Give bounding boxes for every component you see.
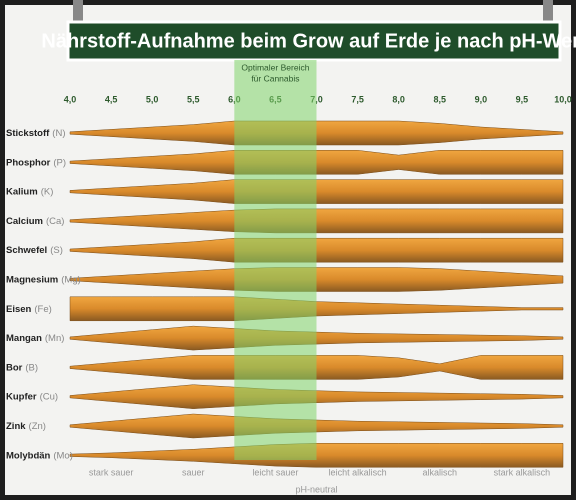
- nutrient-label: Stickstoff (N): [6, 128, 66, 139]
- nutrient-name: Calcium: [6, 215, 43, 226]
- zone-label: leicht alkalisch: [329, 467, 387, 477]
- x-tick-label: 4,5: [105, 94, 118, 104]
- nutrient-name: Eisen: [6, 303, 32, 314]
- nutrient-name: Molybdän: [6, 450, 51, 461]
- neutral-label: pH-neutral: [295, 484, 337, 494]
- x-tick-label: 5,0: [146, 94, 159, 104]
- nutrient-label: Kalium (K): [6, 186, 53, 197]
- nutrient-name: Kalium: [6, 186, 38, 197]
- x-tick-label: 8,0: [392, 94, 405, 104]
- zone-label: stark alkalisch: [494, 467, 551, 477]
- nutrient-symbol: (Zn): [29, 421, 46, 432]
- nutrient-name: Stickstoff: [6, 128, 50, 139]
- chart-title: Nährstoff-Aufnahme beim Grow auf Erde je…: [41, 30, 576, 52]
- nutrient-label: Bor (B): [6, 362, 38, 373]
- x-tick-label: 9,5: [516, 94, 529, 104]
- zone-label: alkalisch: [422, 467, 457, 477]
- nutrient-symbol: (B): [25, 362, 38, 373]
- nutrient-label: Magnesium (Mg): [6, 274, 81, 285]
- nutrient-name: Magnesium: [6, 274, 58, 285]
- nutrient-name: Mangan: [6, 333, 42, 344]
- nutrient-name: Kupfer: [6, 391, 37, 402]
- nutrient-symbol: (P): [53, 157, 66, 168]
- nutrient-symbol: (S): [50, 245, 63, 256]
- zone-label: leicht sauer: [252, 467, 298, 477]
- x-tick-label: 7,5: [351, 94, 364, 104]
- nutrient-label: Kupfer (Cu): [6, 391, 58, 402]
- nutrient-label: Molybdän (Mo): [6, 450, 73, 461]
- nutrient-label: Zink (Zn): [6, 421, 46, 432]
- zone-label: stark sauer: [89, 467, 134, 477]
- hook: [73, 0, 83, 26]
- nutrient-symbol: (Mn): [45, 333, 65, 344]
- nutrient-symbol: (Fe): [34, 303, 51, 314]
- nutrient-label: Schwefel (S): [6, 245, 63, 256]
- optimal-label: Optimaler Bereich: [241, 62, 309, 72]
- x-tick-label: 9,0: [475, 94, 488, 104]
- nutrient-label: Mangan (Mn): [6, 333, 64, 344]
- nutrient-name: Bor: [6, 362, 23, 373]
- x-tick-label: 4,0: [64, 94, 77, 104]
- nutrient-symbol: (Mo): [53, 450, 73, 461]
- nutrient-name: Phosphor: [6, 157, 51, 168]
- nutrient-symbol: (K): [41, 186, 54, 197]
- nutrient-symbol: (Ca): [46, 215, 64, 226]
- nutrient-label: Calcium (Ca): [6, 215, 64, 226]
- nutrient-name: Zink: [6, 421, 26, 432]
- nutrient-label: Phosphor (P): [6, 157, 66, 168]
- nutrient-symbol: (N): [52, 128, 65, 139]
- nutrient-label: Eisen (Fe): [6, 303, 52, 314]
- zone-label: sauer: [182, 467, 205, 477]
- nutrient-name: Schwefel: [6, 245, 47, 256]
- optimal-range: [234, 60, 317, 460]
- x-tick-label: 8,5: [433, 94, 446, 104]
- title-box: [66, 20, 562, 62]
- hook: [543, 0, 553, 26]
- optimal-label: für Cannabis: [251, 73, 299, 83]
- x-tick-label: 10,0: [554, 94, 572, 104]
- x-tick-label: 5,5: [187, 94, 200, 104]
- nutrient-symbol: (Mg): [61, 274, 81, 285]
- nutrient-symbol: (Cu): [40, 391, 58, 402]
